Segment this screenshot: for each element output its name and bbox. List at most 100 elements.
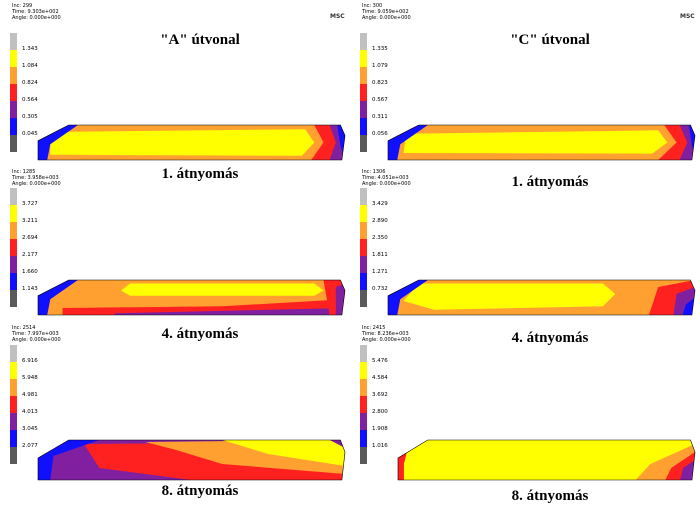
legend-label: 1.084 [22,63,38,69]
header-time: Time: 3.958e+003 [11,175,59,181]
legend-swatch [10,135,17,152]
legend-label: 1.908 [372,426,388,432]
legend-swatch [10,345,17,362]
header-inc: Inc: 300 [362,3,382,9]
header-angle: Angle: 0.000e+000 [362,15,411,21]
legend-label: 1.660 [22,269,38,275]
header-inc: Inc: 1306 [362,169,385,175]
caption: 4. átnyomás [512,330,589,346]
contour-region [114,308,345,315]
panel-title: "C" útvonal [510,32,590,48]
legend-label: 2.177 [22,252,38,258]
legend-label: 2.800 [372,409,388,415]
contour-region [403,130,668,154]
caption: 1. átnyomás [162,166,239,182]
legend-swatch [360,447,367,464]
legend-swatch [10,33,17,50]
legend-swatch [10,273,17,290]
legend-label: 3.727 [22,201,38,207]
legend-label: 3.429 [372,201,388,207]
legend-swatch [360,379,367,396]
legend-swatch [10,50,17,67]
legend-swatch [10,430,17,447]
legend-label: 1.335 [372,46,388,52]
legend-label: 3.211 [22,218,38,224]
legend-swatch [10,222,17,239]
legend-label: 0.564 [22,97,38,103]
legend-label: 4.584 [372,375,388,381]
billet [388,280,695,315]
header-inc: Inc: 2514 [12,325,35,331]
header-inc: Inc: 1285 [12,169,35,175]
legend-label: 2.350 [372,235,388,241]
legend-swatch [10,67,17,84]
header-angle: Angle: 0.000e+000 [362,337,411,343]
legend-label: 1.271 [372,269,388,275]
billet-outline [397,439,696,481]
legend-label: 0.311 [372,114,388,120]
billet-outline [387,279,696,316]
legend-label: 1.343 [22,46,38,52]
legend-label: 4.013 [22,409,38,415]
billet-outline [37,279,346,316]
billet-outline [37,124,346,161]
legend-swatch [360,396,367,413]
header-time: Time: 8.236e+003 [361,331,409,337]
legend-swatch [10,413,17,430]
legend-swatch [10,362,17,379]
legend-label: 0.056 [372,131,388,137]
logo: MSC [680,13,695,20]
legend-label: 0.305 [22,114,38,120]
contour-region [403,283,616,310]
contour-region [680,460,695,480]
caption: 8. átnyomás [512,488,589,504]
header-angle: Angle: 0.000e+000 [362,181,411,187]
billet [38,280,345,315]
contour-region [388,280,428,315]
billet-outline [37,439,346,481]
billet-outline [387,124,696,161]
contour-region [38,125,78,160]
legend-label: 1.143 [22,286,38,292]
legend-label: 5.948 [22,375,38,381]
header-inc: Inc: 299 [12,3,32,9]
legend-label: 0.567 [372,97,388,103]
legend-label: 2.694 [22,235,38,241]
legend-label: 2.890 [372,218,388,224]
legend-swatch [10,396,17,413]
legend-swatch [10,379,17,396]
legend-swatch [360,362,367,379]
legend-swatch [360,67,367,84]
caption: 1. átnyomás [512,174,589,190]
legend-swatch [10,256,17,273]
legend-label: 1.811 [372,252,388,258]
billet [398,440,695,480]
legend-swatch [360,50,367,67]
contour-region [50,129,315,156]
header-angle: Angle: 0.000e+000 [12,337,61,343]
legend-swatch [10,239,17,256]
legend-label: 2.077 [22,443,38,449]
legend-label: 0.045 [22,131,38,137]
header-angle: Angle: 0.000e+000 [12,181,61,187]
legend-swatch [360,345,367,362]
legend-swatch [360,135,367,152]
legend-label: 4.981 [22,392,38,398]
legend-swatch [360,239,367,256]
legend-label: 3.045 [22,426,38,432]
contour-region [222,440,345,466]
legend-swatch [10,447,17,464]
legend-label: 0.732 [372,286,388,292]
billet [388,125,695,160]
billet [38,125,345,160]
legend-swatch [360,84,367,101]
legend-swatch [10,205,17,222]
legend-label: 1.079 [372,63,388,69]
contour-region [38,440,100,480]
